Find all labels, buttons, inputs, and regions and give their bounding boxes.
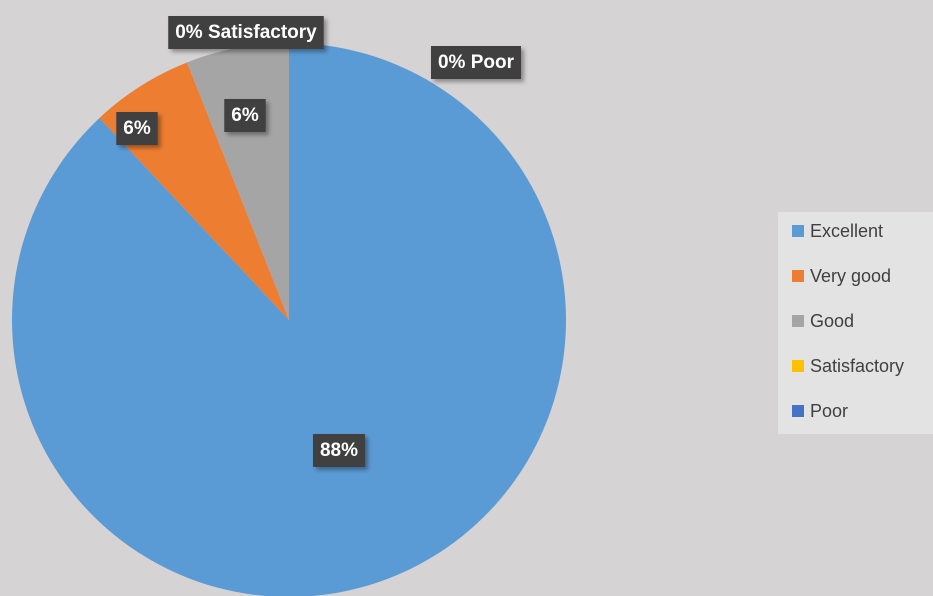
data-label: 6% <box>116 112 158 145</box>
pie-slice <box>12 43 566 596</box>
legend: Excellent Very good Good Satisfactory Poor <box>792 221 904 421</box>
data-label: 6% <box>224 99 266 132</box>
data-label: 88% <box>312 434 366 467</box>
legend-swatch <box>792 270 804 282</box>
data-label-text: 6% <box>123 118 151 139</box>
data-label-box <box>312 434 366 467</box>
legend-label: Poor <box>810 401 848 421</box>
legend-label: Satisfactory <box>810 356 904 376</box>
legend-label: Good <box>810 311 854 331</box>
data-label-box <box>168 16 324 49</box>
data-labels: 88% 6% 6% 0% Satisfactory 0% Poor <box>116 16 522 467</box>
data-label-text: 0% Poor <box>438 52 515 73</box>
legend-label: Excellent <box>810 221 883 241</box>
data-label: 0% Satisfactory <box>168 16 324 49</box>
data-label-text: 88% <box>320 440 358 461</box>
legend-swatch <box>792 405 804 417</box>
data-label-text: 6% <box>231 105 259 126</box>
data-label-box <box>430 46 522 79</box>
legend-swatch <box>792 315 804 327</box>
legend-swatch <box>792 225 804 237</box>
legend-label: Very good <box>810 266 891 286</box>
legend-swatch <box>792 360 804 372</box>
data-label-text: 0% Satisfactory <box>175 22 317 43</box>
data-label-box <box>224 99 266 132</box>
data-label-box <box>116 112 158 145</box>
data-label: 0% Poor <box>430 46 522 79</box>
pie <box>12 43 566 596</box>
